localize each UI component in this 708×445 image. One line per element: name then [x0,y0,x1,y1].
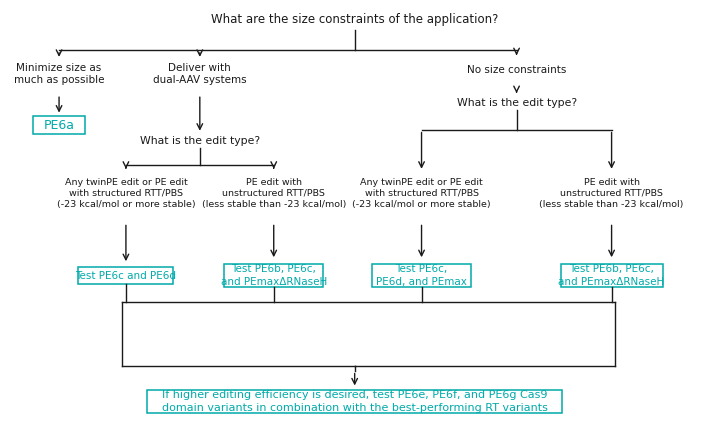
FancyBboxPatch shape [561,264,663,287]
FancyBboxPatch shape [372,264,471,287]
FancyBboxPatch shape [224,264,323,287]
Text: PE edit with
unstructured RTT/PBS
(less stable than -23 kcal/mol): PE edit with unstructured RTT/PBS (less … [539,178,684,209]
Text: PE6a: PE6a [44,119,74,132]
Text: If higher editing efficiency is desired, test PE6e, PE6f, and PE6g Cas9
domain v: If higher editing efficiency is desired,… [161,390,547,413]
Text: Deliver with
dual-AAV systems: Deliver with dual-AAV systems [153,63,246,85]
Text: What is the edit type?: What is the edit type? [139,136,260,146]
Text: What is the edit type?: What is the edit type? [457,98,576,108]
Text: PE edit with
unstructured RTT/PBS
(less stable than -23 kcal/mol): PE edit with unstructured RTT/PBS (less … [202,178,346,209]
Text: Any twinPE edit or PE edit
with structured RTT/PBS
(-23 kcal/mol or more stable): Any twinPE edit or PE edit with structur… [57,178,195,209]
Text: What are the size constraints of the application?: What are the size constraints of the app… [211,12,498,25]
FancyBboxPatch shape [147,390,562,413]
Text: Minimize size as
much as possible: Minimize size as much as possible [13,63,104,85]
Text: Test PE6b, PE6c,
and PEmaxΔRNaseH: Test PE6b, PE6c, and PEmaxΔRNaseH [221,264,327,287]
Text: Test PE6b, PE6c,
and PEmaxΔRNaseH: Test PE6b, PE6c, and PEmaxΔRNaseH [559,264,665,287]
Text: Any twinPE edit or PE edit
with structured RTT/PBS
(-23 kcal/mol or more stable): Any twinPE edit or PE edit with structur… [353,178,491,209]
Text: No size constraints: No size constraints [467,65,566,75]
FancyBboxPatch shape [79,267,173,284]
Text: Test PE6c and PE6d: Test PE6c and PE6d [76,271,176,280]
Text: Test PE6c,
PE6d, and PEmax: Test PE6c, PE6d, and PEmax [376,264,467,287]
FancyBboxPatch shape [33,116,86,134]
